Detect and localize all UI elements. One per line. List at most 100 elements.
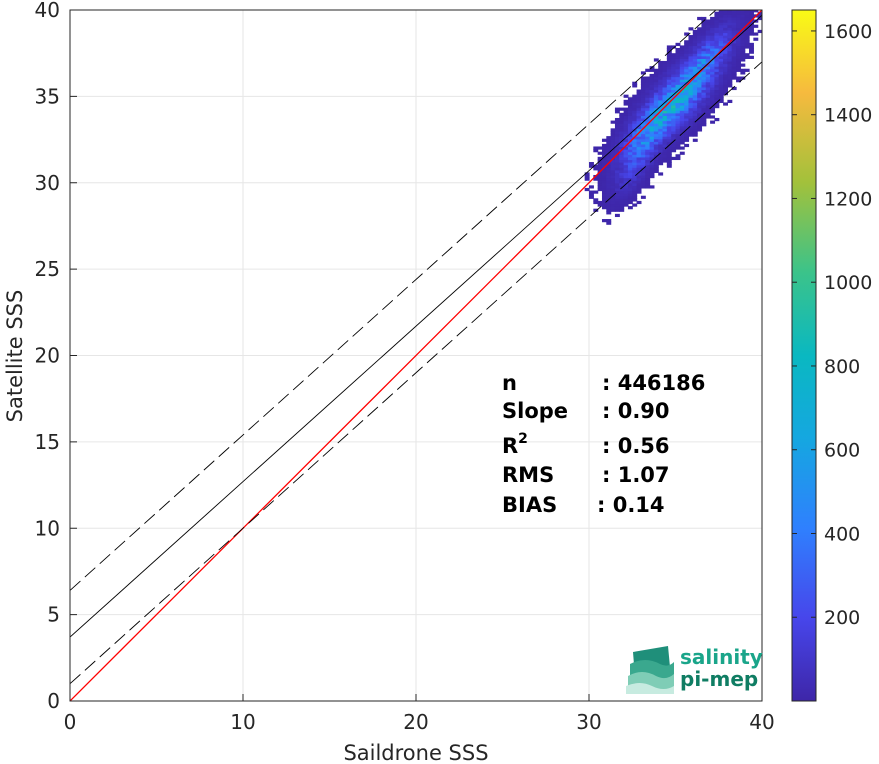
heat-cell — [710, 19, 716, 23]
heat-cell — [658, 68, 664, 72]
heat-cell — [679, 79, 685, 83]
heat-cell — [671, 92, 677, 96]
heat-cell — [662, 130, 668, 135]
heat-cell — [623, 107, 629, 111]
heat-cell — [610, 208, 616, 212]
heat-cell — [727, 76, 733, 80]
heat-cell — [749, 50, 754, 54]
heat-cell — [627, 123, 633, 127]
heat-cell — [723, 79, 728, 83]
heat-cell — [636, 133, 642, 137]
heat-cell — [688, 94, 694, 98]
heat-cell — [710, 84, 716, 88]
heat-cell — [614, 195, 620, 199]
heat-cell — [623, 169, 629, 173]
x-axis: 0 10 20 30 40 — [64, 694, 775, 734]
heat-cell — [636, 107, 642, 111]
stat-r2-sup: 2 — [518, 431, 528, 447]
heat-cell — [610, 162, 616, 166]
heat-cell — [714, 79, 720, 83]
heat-cell — [662, 125, 668, 129]
heat-cell — [697, 123, 703, 127]
heat-cell — [640, 84, 646, 88]
heat-cell — [632, 198, 638, 202]
heat-cell — [610, 190, 616, 194]
heat-cell — [627, 180, 633, 184]
heat-cell — [640, 151, 646, 155]
heat-cell — [675, 138, 681, 142]
heat-cell — [645, 146, 651, 150]
heat-cell — [601, 198, 607, 202]
heat-cell — [606, 211, 612, 215]
heat-cell — [675, 76, 681, 80]
heat-cell — [684, 42, 690, 47]
heat-cell — [658, 81, 664, 85]
heat-cell — [723, 71, 728, 75]
heat-cell — [718, 76, 724, 80]
heat-cell — [627, 141, 633, 145]
heat-cell — [714, 14, 720, 18]
heat-cell — [723, 29, 728, 34]
heat-cell — [658, 63, 664, 67]
heat-cell — [736, 68, 741, 72]
heat-cell — [671, 130, 677, 135]
heat-cell — [679, 133, 685, 137]
heat-cell — [645, 105, 651, 109]
heat-cell — [701, 50, 707, 54]
heat-cell — [710, 71, 716, 75]
heat-cell — [697, 97, 703, 101]
heat-cell — [718, 58, 724, 62]
heat-cell — [645, 99, 651, 104]
heat-cell — [710, 94, 716, 98]
heat-cell — [640, 177, 646, 181]
heat-cell — [744, 16, 750, 21]
heat-cell — [671, 138, 677, 142]
heat-cell — [710, 53, 716, 57]
heat-cell — [718, 19, 724, 23]
heat-cell — [636, 102, 642, 106]
heat-cell — [740, 71, 746, 75]
heat-cell — [623, 133, 629, 137]
heat-cell — [662, 143, 668, 148]
heat-cell — [723, 42, 728, 47]
heat-cell — [619, 133, 625, 137]
heat-cell — [593, 208, 599, 212]
heat-cell — [619, 167, 625, 171]
heat-cell — [705, 81, 711, 85]
salinity-pi-mep-logo: salinity pi-mep — [626, 645, 763, 694]
heat-cell — [684, 55, 690, 59]
heat-cell — [649, 167, 655, 171]
heat-cell — [723, 58, 728, 62]
heat-cell — [714, 11, 720, 15]
heat-cell — [649, 141, 655, 145]
heat-cell — [744, 10, 750, 13]
heat-cell — [636, 154, 642, 158]
heat-cell — [705, 32, 711, 36]
heat-cell — [610, 128, 616, 132]
heat-cell — [671, 84, 677, 88]
heat-cell — [606, 172, 612, 176]
heat-cell — [614, 146, 620, 150]
heat-cell — [597, 164, 603, 168]
heat-cell — [701, 22, 707, 26]
heat-cell — [614, 151, 620, 155]
heat-cell — [653, 151, 659, 155]
heat-cell — [649, 79, 655, 83]
heat-cell — [653, 156, 659, 161]
heat-cell — [632, 180, 638, 184]
heat-cell — [623, 198, 629, 202]
logo-line2: pi-mep — [680, 667, 758, 691]
heat-cell — [597, 162, 603, 166]
heat-cell — [723, 50, 728, 54]
heat-cell — [640, 128, 646, 132]
heat-cell — [744, 45, 750, 49]
heat-cell — [736, 58, 741, 62]
heat-cell — [619, 136, 625, 140]
heat-cell — [593, 146, 599, 150]
heat-cell — [705, 35, 711, 39]
y-tick-label: 5 — [47, 603, 60, 627]
heat-cell — [614, 190, 620, 194]
heat-cell — [606, 185, 612, 189]
heat-cell — [649, 146, 655, 150]
heat-cell — [653, 164, 659, 168]
